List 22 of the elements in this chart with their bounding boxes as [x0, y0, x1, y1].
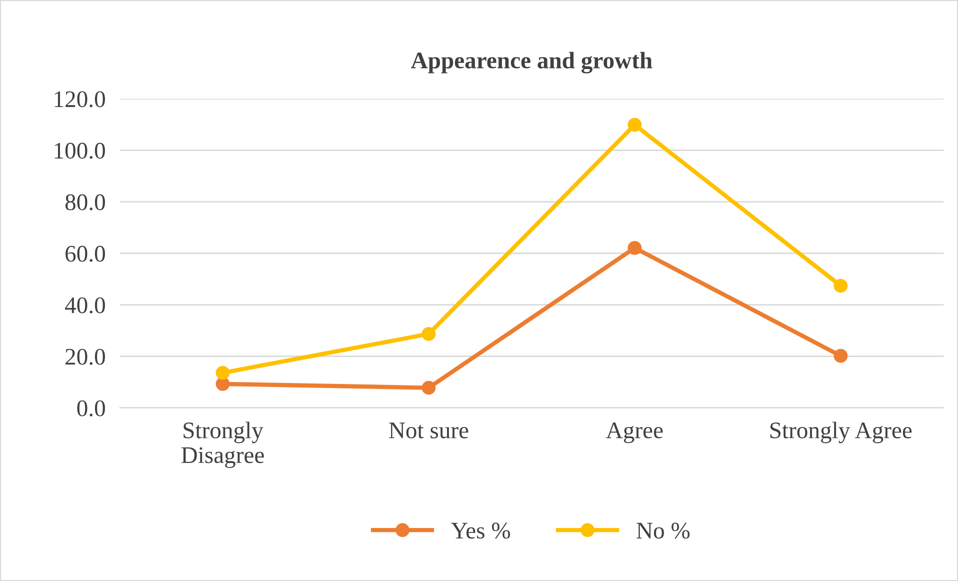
chart-title: Appearence and growth: [411, 52, 652, 74]
y-tick-label: 40.0: [65, 297, 105, 314]
x-tick-label: Not sure: [389, 422, 468, 438]
point: [422, 326, 436, 341]
point: [834, 278, 848, 293]
y-tick-label: 120.0: [54, 91, 105, 108]
y-tick-label: 20.0: [66, 348, 105, 365]
legend-label: Yes %: [451, 522, 510, 539]
point: [834, 348, 848, 363]
x-tick-label: Strongly Agree: [770, 422, 912, 444]
y-tick-label: 60.0: [66, 246, 105, 262]
point: [628, 240, 642, 255]
y-tick-label: 100.0: [54, 142, 105, 159]
legend-label: No %: [636, 522, 690, 539]
y-tick-label: 80.0: [65, 194, 105, 210]
y-tick-label: 0.0: [77, 400, 105, 416]
x-tick-label: Agree: [606, 422, 663, 444]
point: [628, 118, 642, 132]
point: [422, 380, 436, 395]
x-tick-label: Strongly Disagree: [181, 422, 264, 468]
point: [216, 366, 230, 380]
point: [216, 376, 230, 391]
